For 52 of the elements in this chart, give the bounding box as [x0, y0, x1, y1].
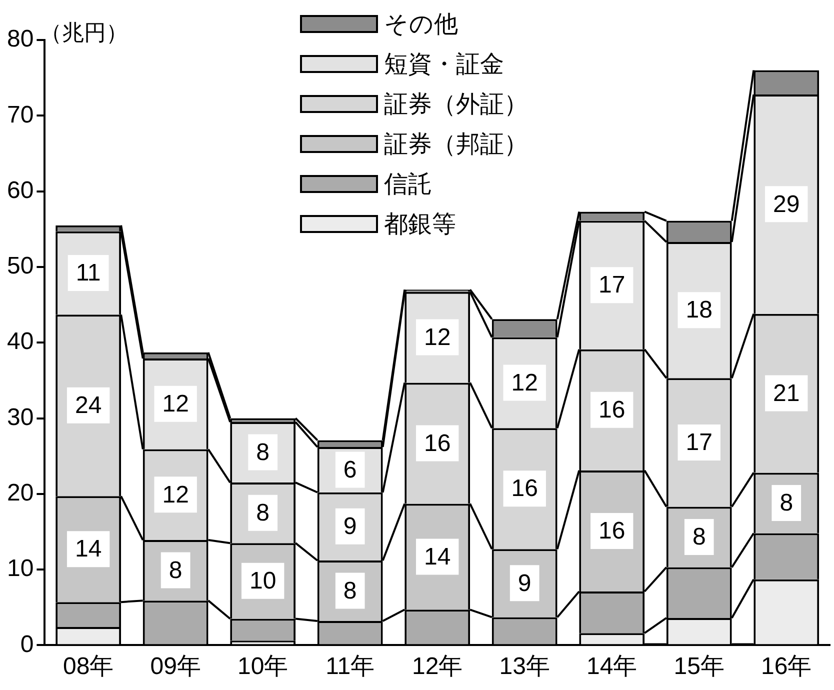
data-label: 12: [511, 369, 538, 396]
data-label: 8: [256, 438, 270, 466]
y-tick-label: 50: [6, 252, 34, 280]
data-label: 8: [780, 490, 794, 517]
data-label: 16: [598, 518, 626, 545]
data-label: 10: [249, 568, 276, 595]
y-tick-label: 60: [6, 176, 34, 204]
x-tick-label: 12年: [412, 653, 463, 680]
data-label: 8: [343, 577, 357, 604]
data-label: 16: [598, 396, 626, 424]
x-tick-label: 15年: [674, 653, 724, 680]
data-label: 12: [424, 324, 451, 351]
y-tick-label: 80: [6, 26, 34, 53]
legend-label: 証券（邦証）: [384, 129, 528, 160]
data-label: 29: [773, 190, 800, 218]
y-tick-label: 30: [6, 404, 34, 431]
x-tick-label: 09年: [150, 653, 201, 680]
data-label: 8: [692, 524, 706, 551]
x-tick-label: 11年: [326, 653, 375, 680]
y-tick-label: 40: [6, 328, 34, 356]
data-label: 21: [773, 380, 800, 407]
legend-label: 信託: [384, 169, 432, 200]
legend-label: 都銀等: [384, 209, 456, 240]
data-label: 17: [686, 429, 712, 456]
data-label: 11: [76, 260, 101, 287]
data-label: 24: [74, 392, 102, 420]
y-axis-title: （兆円）: [40, 20, 128, 48]
data-label: 18: [686, 296, 712, 324]
data-label: 8: [256, 499, 270, 526]
legend-label: その他: [384, 9, 458, 40]
data-label: 17: [598, 272, 626, 299]
data-label: 9: [518, 570, 532, 597]
data-label: 16: [511, 475, 538, 502]
data-label: 12: [162, 481, 189, 508]
y-tick-label: 20: [6, 480, 34, 507]
x-tick-label: 08年: [62, 653, 114, 680]
x-tick-label: 14年: [586, 653, 638, 680]
legend-label: 短資・証金: [384, 49, 504, 80]
x-tick-label: 10年: [237, 653, 288, 680]
data-label: 9: [343, 513, 357, 540]
y-tick-label: 0: [20, 630, 34, 658]
y-tick-label: 10: [6, 555, 34, 582]
y-tick-label: 70: [6, 101, 34, 128]
legend-label: 証券（外証）: [384, 89, 528, 120]
data-label: 14: [424, 543, 451, 570]
x-tick-label: 16年: [761, 653, 812, 680]
data-label: 16: [424, 430, 451, 457]
x-tick-label: 13年: [499, 653, 550, 680]
data-label: 8: [168, 556, 182, 584]
data-label: 12: [162, 390, 189, 418]
data-label: 6: [343, 456, 357, 484]
data-label: 14: [74, 536, 102, 563]
